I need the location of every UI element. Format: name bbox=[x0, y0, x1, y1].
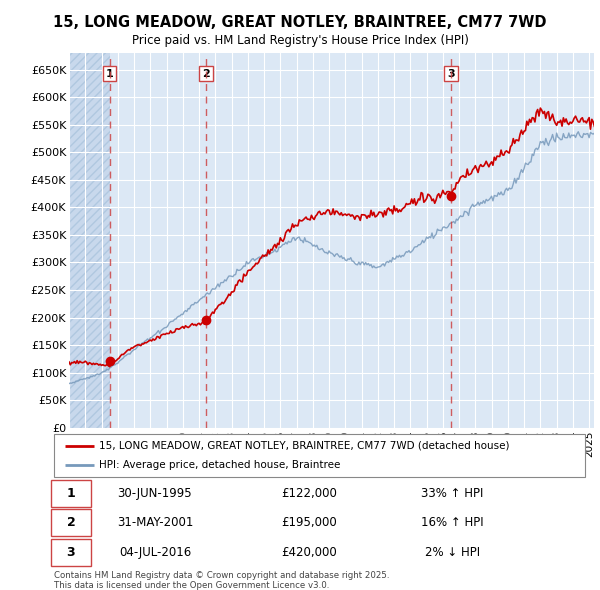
Text: 16% ↑ HPI: 16% ↑ HPI bbox=[421, 516, 484, 529]
Text: Contains HM Land Registry data © Crown copyright and database right 2025.
This d: Contains HM Land Registry data © Crown c… bbox=[54, 571, 389, 590]
Text: £122,000: £122,000 bbox=[281, 487, 337, 500]
Text: 3: 3 bbox=[67, 546, 76, 559]
Text: 15, LONG MEADOW, GREAT NOTLEY, BRAINTREE, CM77 7WD (detached house): 15, LONG MEADOW, GREAT NOTLEY, BRAINTREE… bbox=[99, 441, 509, 451]
Text: 1: 1 bbox=[67, 487, 76, 500]
Text: 2% ↓ HPI: 2% ↓ HPI bbox=[425, 546, 480, 559]
Text: 3: 3 bbox=[447, 68, 455, 78]
Text: HPI: Average price, detached house, Braintree: HPI: Average price, detached house, Brai… bbox=[99, 460, 341, 470]
FancyBboxPatch shape bbox=[52, 480, 91, 507]
Text: 2: 2 bbox=[202, 68, 210, 78]
Text: 33% ↑ HPI: 33% ↑ HPI bbox=[421, 487, 484, 500]
Text: £195,000: £195,000 bbox=[281, 516, 337, 529]
Text: Price paid vs. HM Land Registry's House Price Index (HPI): Price paid vs. HM Land Registry's House … bbox=[131, 34, 469, 47]
FancyBboxPatch shape bbox=[52, 509, 91, 536]
Text: 1: 1 bbox=[106, 68, 113, 78]
Text: 30-JUN-1995: 30-JUN-1995 bbox=[118, 487, 192, 500]
Bar bbox=[69, 53, 110, 428]
Text: 31-MAY-2001: 31-MAY-2001 bbox=[117, 516, 193, 529]
Text: £420,000: £420,000 bbox=[281, 546, 337, 559]
Text: 15, LONG MEADOW, GREAT NOTLEY, BRAINTREE, CM77 7WD: 15, LONG MEADOW, GREAT NOTLEY, BRAINTREE… bbox=[53, 15, 547, 30]
Text: 2: 2 bbox=[67, 516, 76, 529]
FancyBboxPatch shape bbox=[52, 539, 91, 566]
Text: 04-JUL-2016: 04-JUL-2016 bbox=[119, 546, 191, 559]
FancyBboxPatch shape bbox=[54, 434, 585, 477]
